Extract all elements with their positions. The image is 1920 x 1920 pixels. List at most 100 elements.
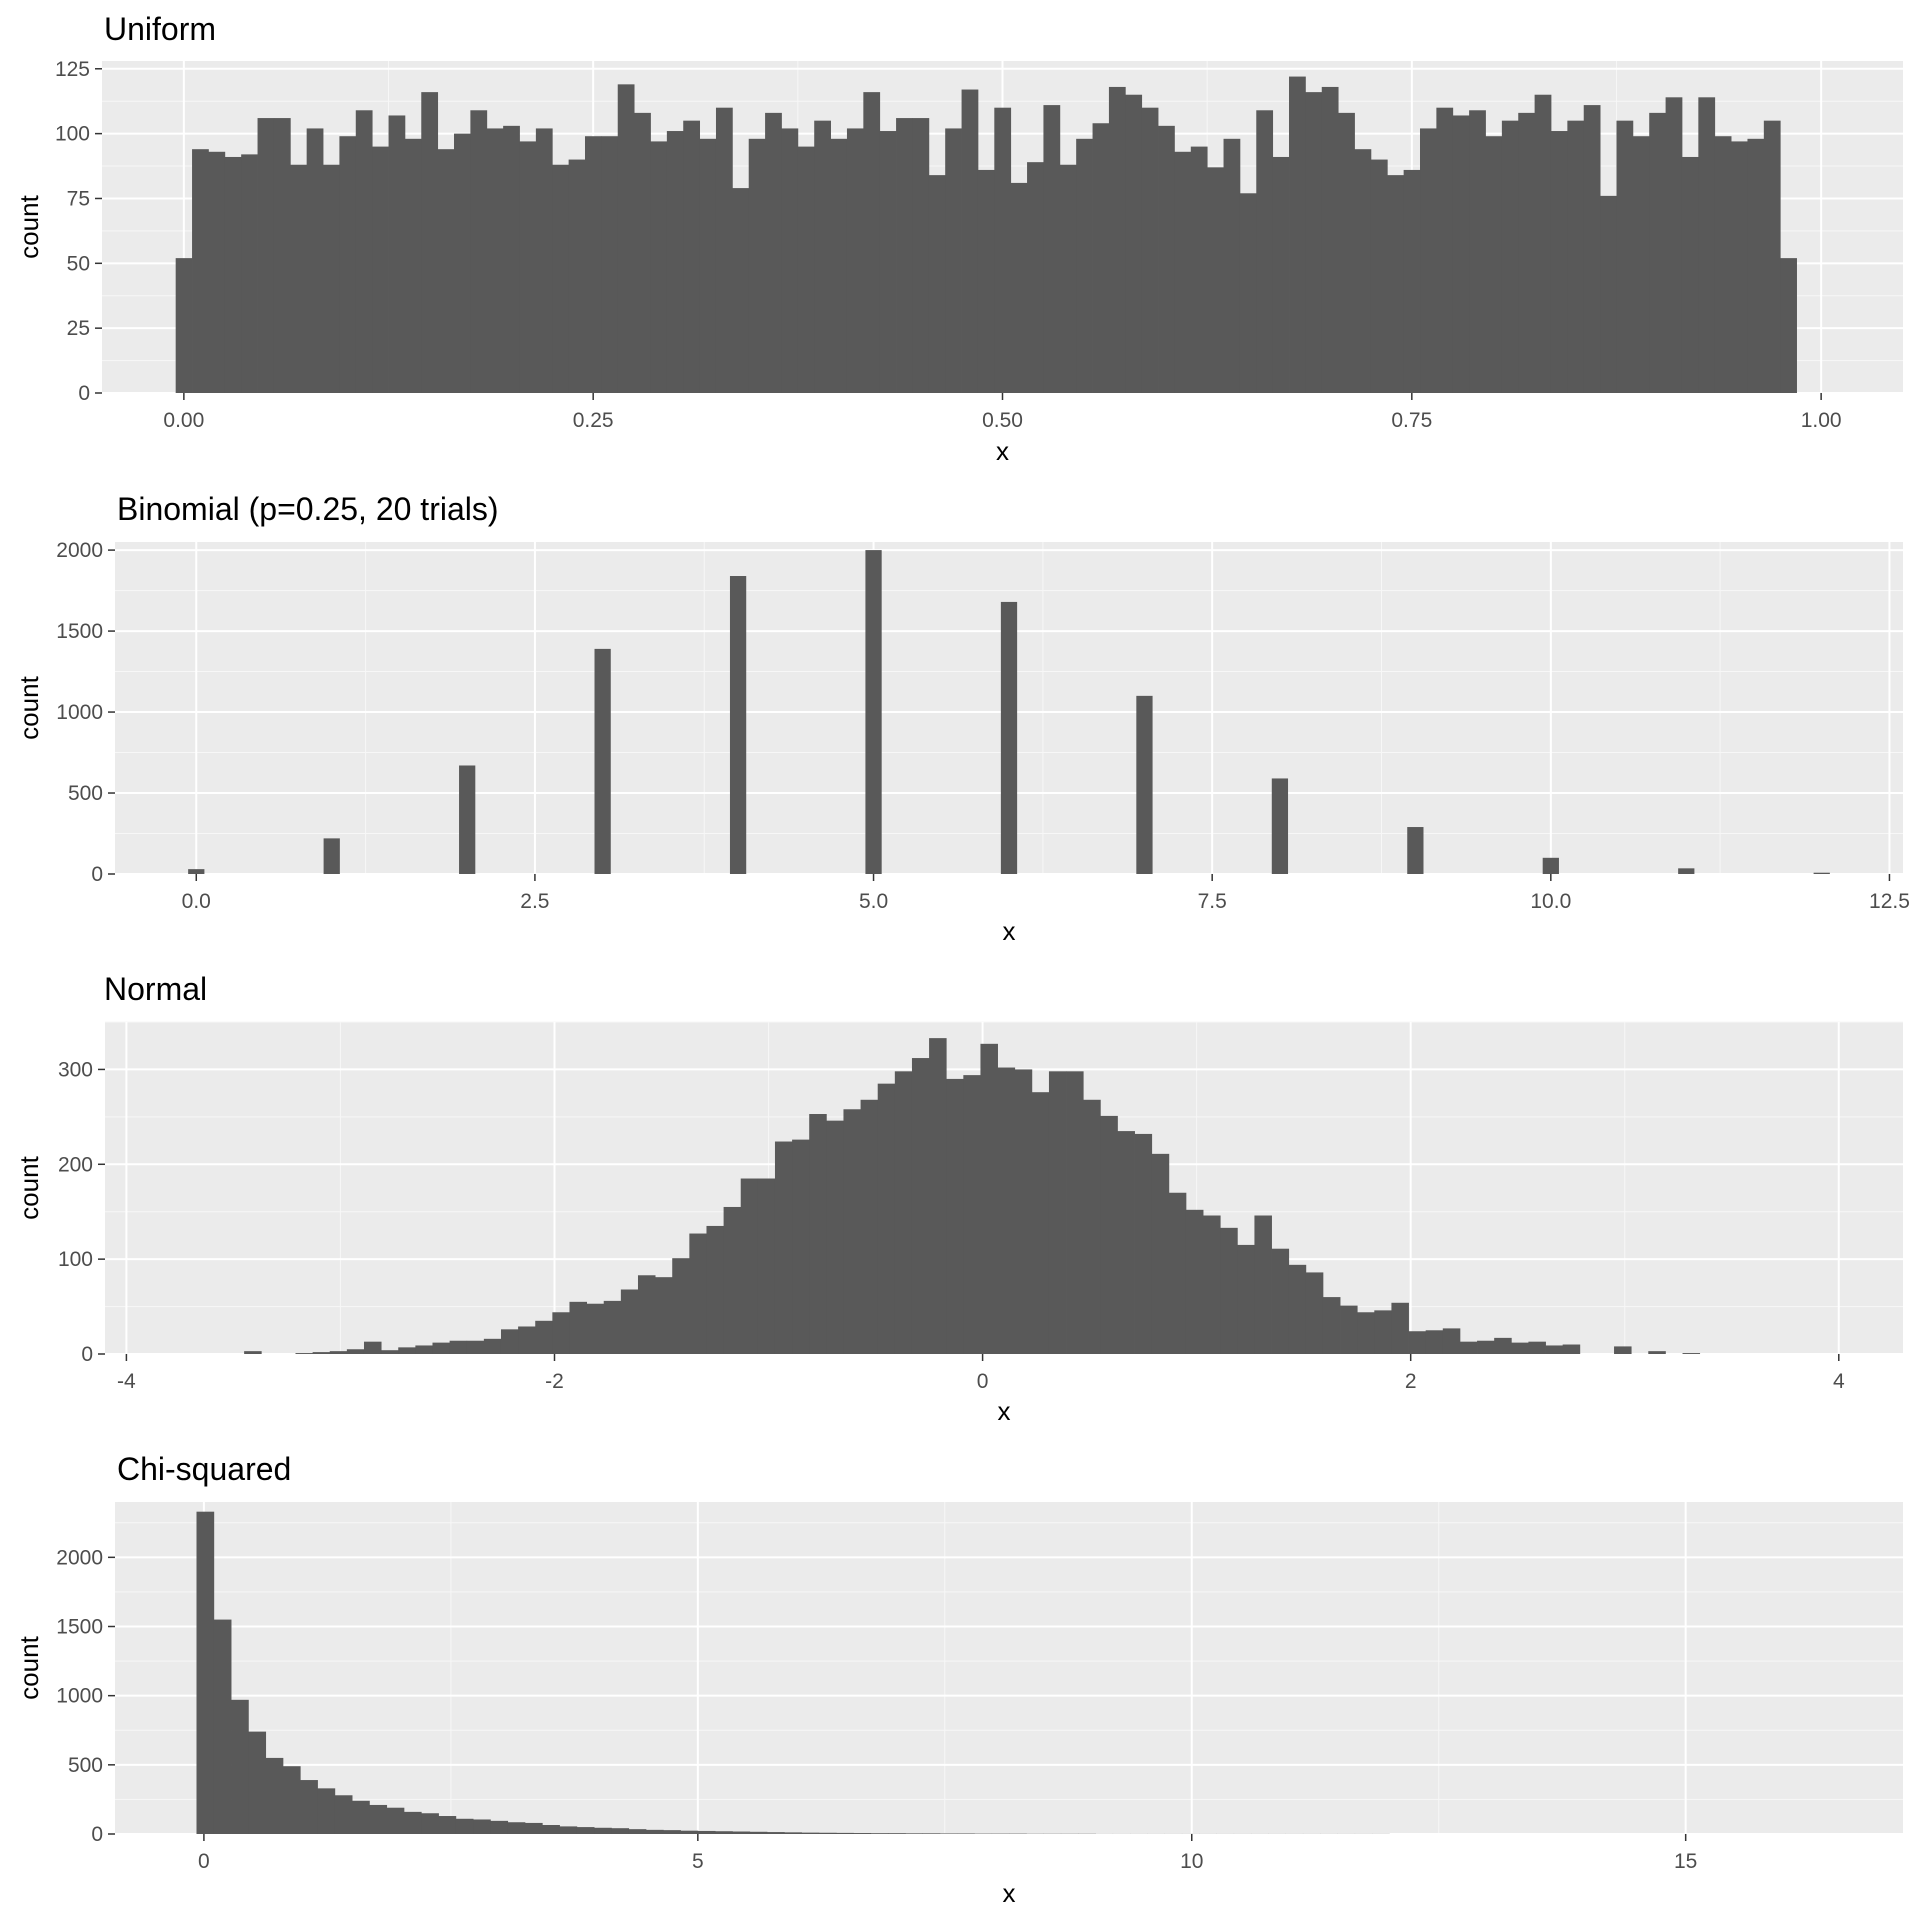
- x-tick-label: 0.25: [573, 409, 614, 432]
- bar: [1391, 1302, 1409, 1354]
- bar: [403, 1811, 422, 1834]
- y-tick-label: 125: [55, 58, 90, 81]
- bar: [1494, 1337, 1512, 1354]
- x-axis: 0.00 0.25 0.50 0.75 1.00: [163, 393, 1842, 432]
- bar: [1452, 115, 1470, 393]
- chart-title: Uniform: [104, 11, 216, 47]
- bar: [473, 1819, 491, 1834]
- bar: [1731, 141, 1748, 393]
- bar: [323, 164, 340, 393]
- x-tick-label: 0.0: [182, 890, 211, 913]
- bar: [1066, 1071, 1084, 1354]
- bar: [594, 1827, 612, 1834]
- bar: [1305, 92, 1323, 393]
- bar: [865, 550, 882, 874]
- bar: [928, 175, 946, 393]
- bar: [672, 1258, 690, 1354]
- bar: [757, 1178, 776, 1354]
- bar: [997, 1067, 1016, 1354]
- bar: [749, 1831, 768, 1834]
- bar: [1305, 1272, 1324, 1354]
- bar: [290, 164, 308, 393]
- bar: [1254, 1215, 1272, 1354]
- bar: [748, 138, 766, 393]
- bar: [312, 1352, 331, 1354]
- bar: [248, 1731, 267, 1834]
- bar: [1256, 110, 1274, 393]
- bar: [213, 1619, 232, 1834]
- bar: [1203, 1215, 1221, 1354]
- bar: [801, 1832, 820, 1834]
- bar: [421, 1813, 439, 1834]
- bar: [519, 141, 537, 393]
- bar: [196, 1511, 215, 1834]
- bar: [300, 1780, 318, 1834]
- bar: [797, 146, 815, 393]
- bar: [1387, 175, 1405, 393]
- y-tick-label: 1000: [56, 701, 103, 724]
- bar: [905, 1833, 923, 1834]
- bar: [732, 1831, 751, 1834]
- bar: [273, 118, 291, 393]
- bar: [1436, 107, 1454, 393]
- bar: [188, 869, 205, 874]
- x-tick-label: 0.00: [163, 409, 204, 432]
- x-tick-label: 10: [1180, 1850, 1203, 1873]
- bar: [1665, 97, 1683, 393]
- bar: [449, 1340, 468, 1354]
- bar: [894, 1071, 913, 1354]
- bar: [1403, 169, 1421, 393]
- y-tick-label: 200: [58, 1153, 93, 1176]
- bar: [1108, 86, 1126, 393]
- y-axis-title: count: [14, 1635, 44, 1699]
- y-tick-label: 0: [91, 1823, 103, 1846]
- bar: [535, 1320, 553, 1354]
- y-tick-label: 0: [81, 1343, 93, 1366]
- bar: [1407, 827, 1424, 874]
- bar: [1534, 94, 1552, 393]
- y-tick-label: 25: [67, 317, 90, 340]
- x-tick-label: 0.50: [982, 409, 1023, 432]
- bar: [1321, 86, 1339, 393]
- bar: [645, 1829, 664, 1834]
- y-tick-label: 50: [67, 252, 90, 275]
- bar: [715, 1831, 733, 1834]
- bar: [1340, 1305, 1358, 1354]
- bar: [568, 159, 586, 393]
- bar: [1616, 120, 1634, 393]
- bar: [1014, 1069, 1033, 1354]
- bar: [381, 1350, 399, 1354]
- bars: [175, 76, 1797, 393]
- bar: [1714, 136, 1732, 393]
- bar: [1031, 1092, 1050, 1354]
- bar: [765, 112, 782, 393]
- bar: [1813, 872, 1830, 874]
- bar: [706, 1225, 724, 1354]
- bar: [1174, 151, 1192, 393]
- bar: [1125, 94, 1143, 393]
- bars: [196, 1511, 1390, 1834]
- y-tick-label: 500: [68, 782, 103, 805]
- bar: [846, 128, 864, 393]
- y-tick-label: 1500: [56, 1616, 103, 1639]
- bar: [666, 131, 684, 393]
- bar: [1237, 1244, 1255, 1354]
- bar: [329, 1351, 348, 1354]
- x-tick-label: 0.75: [1391, 409, 1432, 432]
- bar: [265, 1757, 284, 1834]
- x-tick-label: -4: [117, 1370, 136, 1393]
- bar: [282, 1766, 301, 1834]
- bar: [1370, 159, 1388, 393]
- x-tick-label: 4: [1833, 1370, 1845, 1393]
- bar: [363, 1341, 382, 1354]
- bar: [1442, 1328, 1461, 1354]
- bar: [1698, 97, 1716, 393]
- bar: [1681, 156, 1699, 393]
- bar: [1408, 1331, 1427, 1354]
- chart-panel-2: 0.0 2.5 5.0 7.5 10.0 12.5 0 500 1000 1500 2000 Bino…: [14, 491, 1910, 946]
- x-tick-label: 0: [198, 1850, 210, 1873]
- bar: [1542, 857, 1559, 874]
- bar: [1511, 1342, 1529, 1354]
- bar: [1027, 162, 1044, 393]
- bar: [853, 1833, 872, 1834]
